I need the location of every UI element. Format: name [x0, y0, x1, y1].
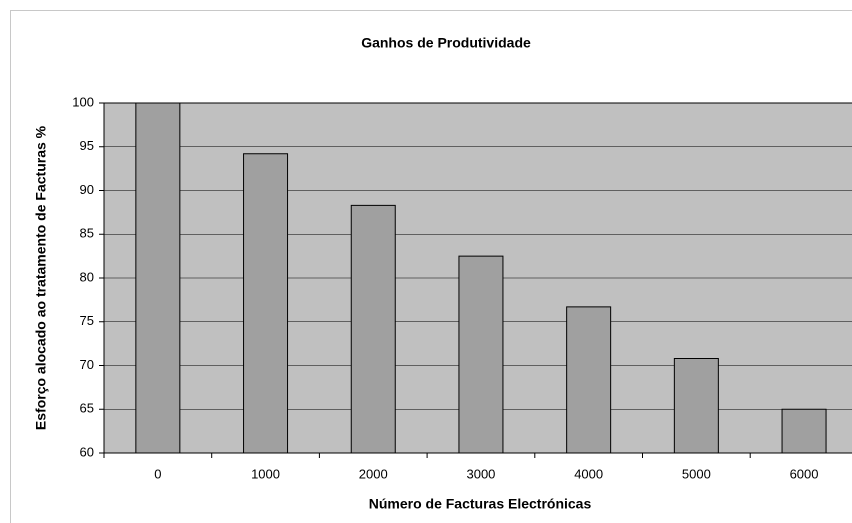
y-tick-label: 80 — [80, 269, 94, 284]
bar — [135, 102, 181, 454]
y-tick-label: 75 — [80, 313, 94, 328]
y-tick-label: 60 — [80, 444, 94, 459]
y-tick-label: 70 — [80, 357, 94, 372]
y-tick-label: 95 — [80, 138, 94, 153]
bar — [458, 255, 504, 454]
x-tick-label: 4000 — [574, 466, 603, 481]
y-tick-label: 65 — [80, 401, 94, 416]
y-tick-label: 100 — [72, 94, 94, 109]
x-tick-label: 0 — [154, 466, 161, 481]
bar — [350, 204, 396, 454]
chart-title: Ganhos de Produtividade — [361, 35, 531, 51]
y-axis-label: Esforço alocado ao tratamento de Factura… — [33, 125, 49, 430]
x-tick-label: 5000 — [682, 466, 711, 481]
bar — [781, 408, 827, 454]
x-tick-label: 1000 — [251, 466, 280, 481]
x-tick-label: 2000 — [359, 466, 388, 481]
y-tick-label: 90 — [80, 182, 94, 197]
bar — [243, 153, 289, 454]
bar — [566, 306, 612, 454]
x-tick-label: 3000 — [466, 466, 495, 481]
x-axis-label: Número de Facturas Electrónicas — [369, 496, 592, 512]
y-tick-label: 85 — [80, 226, 94, 241]
bar — [673, 358, 719, 454]
x-tick-label: 6000 — [790, 466, 819, 481]
